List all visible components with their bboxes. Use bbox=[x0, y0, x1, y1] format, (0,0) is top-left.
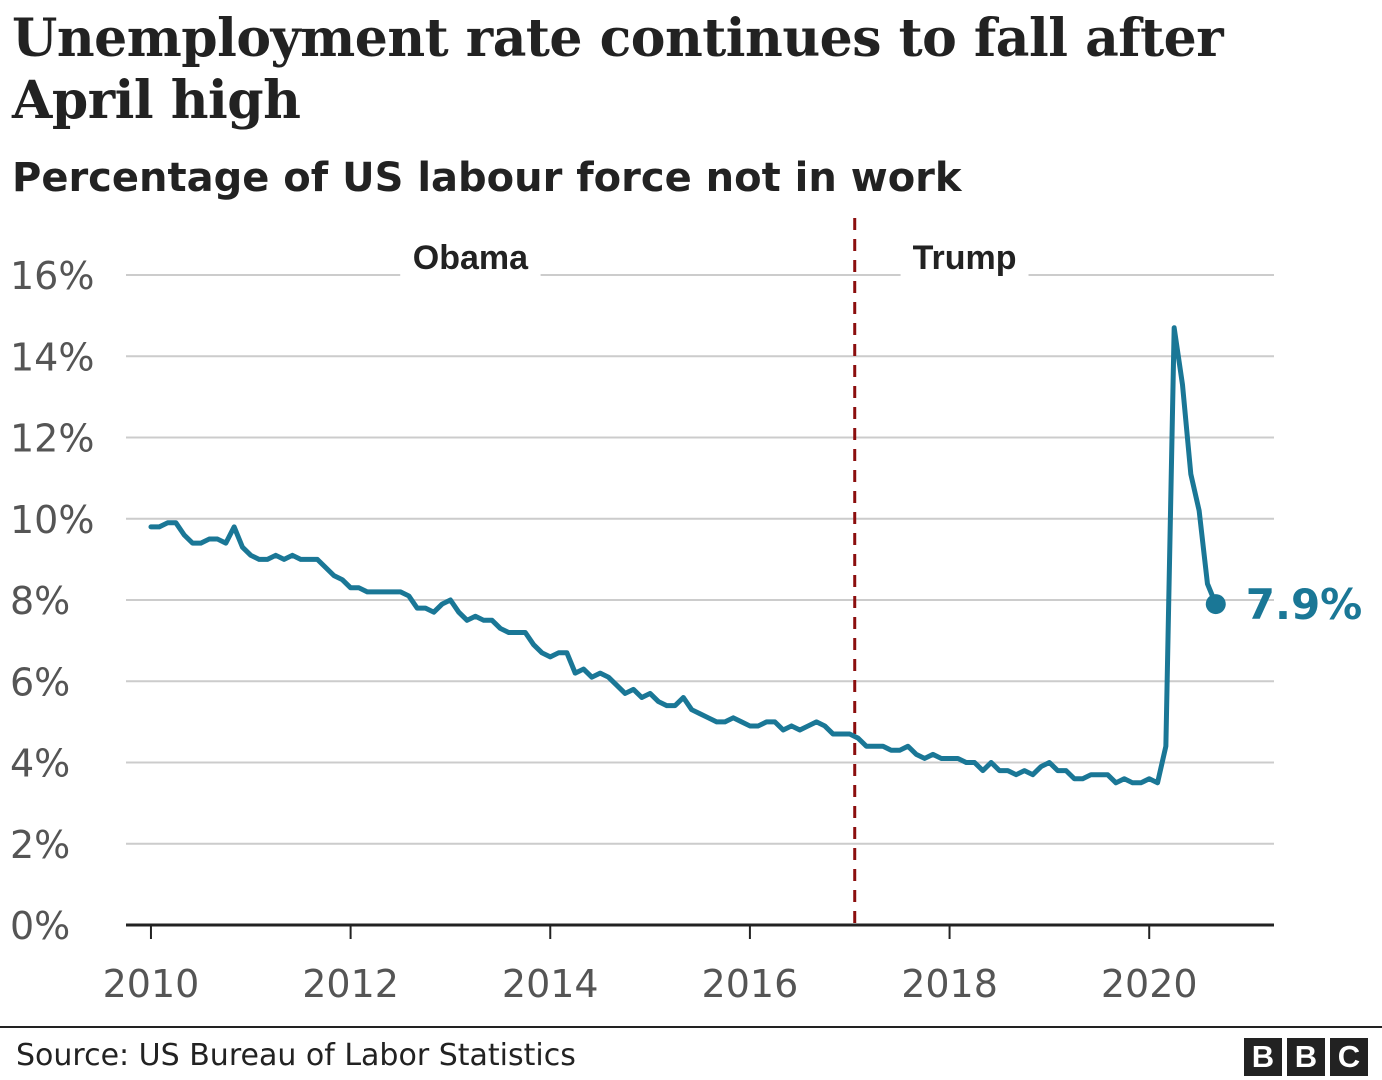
era-label-trump: Trump bbox=[913, 239, 1017, 277]
footer-divider bbox=[0, 1026, 1382, 1028]
y-tick-label-14: 14% bbox=[10, 335, 94, 379]
x-tick-label-2010: 2010 bbox=[103, 962, 200, 1006]
era-label-bg-obama bbox=[400, 262, 541, 282]
bbc-logo-letter-1: B bbox=[1244, 1038, 1282, 1076]
chart-subtitle: Percentage of US labour force not in wor… bbox=[12, 155, 962, 201]
bbc-logo: B B C bbox=[1244, 1038, 1368, 1076]
x-tick-label-2020: 2020 bbox=[1101, 962, 1198, 1006]
source-note: Source: US Bureau of Labor Statistics bbox=[16, 1038, 576, 1073]
latest-value-marker bbox=[1205, 594, 1226, 615]
y-tick-label-12: 12% bbox=[10, 417, 94, 461]
bbc-logo-letter-3: C bbox=[1330, 1038, 1368, 1076]
unemployment-rate-line bbox=[148, 325, 1219, 786]
latest-value-label: 7.9% bbox=[1246, 580, 1362, 629]
x-tick-label-2016: 2016 bbox=[702, 962, 799, 1006]
y-tick-label-2: 2% bbox=[10, 823, 70, 867]
x-tick-label-2014: 2014 bbox=[502, 962, 599, 1006]
x-tick-label-2018: 2018 bbox=[901, 962, 998, 1006]
line-chart: 0% 2% 4% 6% 8% 10% 12% 14% 16% Obama Trump 2010 2012… bbox=[10, 218, 1362, 1006]
y-tick-label-0: 0% bbox=[10, 904, 70, 948]
x-tick-label-2012: 2012 bbox=[302, 962, 399, 1006]
y-tick-label-8: 8% bbox=[10, 579, 70, 623]
y-tick-label-4: 4% bbox=[10, 742, 70, 786]
y-tick-label-16: 16% bbox=[10, 254, 94, 298]
chart-title: Unemployment rate continues to fall afte… bbox=[12, 8, 1224, 131]
era-label-bg-trump bbox=[900, 262, 1029, 282]
bbc-logo-letter-2: B bbox=[1287, 1038, 1325, 1076]
era-label-obama: Obama bbox=[413, 239, 529, 277]
y-tick-label-6: 6% bbox=[10, 660, 70, 704]
y-tick-label-10: 10% bbox=[10, 498, 94, 542]
